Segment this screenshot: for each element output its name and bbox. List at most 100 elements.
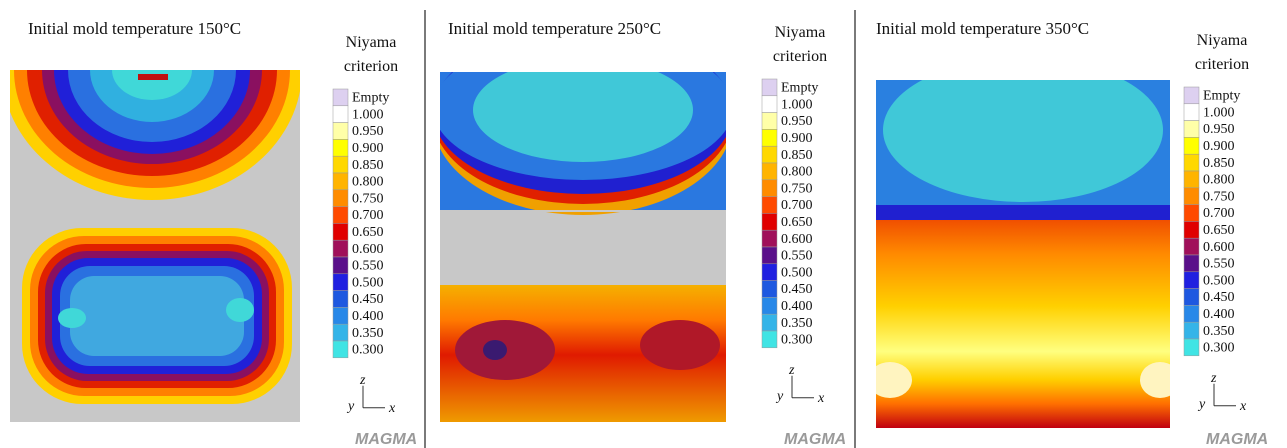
legend-label: 0.600 (352, 242, 384, 257)
legend-swatch (762, 113, 777, 130)
axis-label: x (817, 391, 825, 406)
panel-title: Initial mold temperature 350°C (876, 19, 1089, 38)
axis-label: y (346, 399, 355, 414)
legend-title: Niyama (346, 34, 397, 51)
legend-title: criterion (344, 58, 398, 75)
legend-label: 0.500 (781, 265, 813, 280)
legend-swatch (762, 331, 777, 348)
legend-swatch (762, 213, 777, 230)
legend-label: 0.950 (352, 124, 384, 139)
legend-label: 0.800 (781, 165, 813, 180)
axis-label: y (1197, 397, 1206, 412)
legend-swatch (1184, 104, 1199, 121)
legend-swatch (762, 297, 777, 314)
legend-swatch (762, 247, 777, 264)
legend-label: 0.850 (352, 158, 384, 173)
legend-label: 1.000 (352, 107, 384, 122)
legend-swatch (333, 324, 348, 341)
legend-label: 0.700 (352, 208, 384, 223)
legend-label: 0.500 (352, 275, 384, 290)
legend-swatch (333, 240, 348, 257)
legend-title: Niyama (1197, 32, 1248, 49)
legend-title: criterion (1195, 56, 1249, 73)
legend-swatch (1184, 87, 1199, 104)
axis-label: y (775, 389, 784, 404)
legend-label: 0.650 (781, 215, 813, 230)
legend-swatch (333, 274, 348, 291)
legend-swatch (1184, 305, 1199, 322)
legend-swatch (762, 129, 777, 146)
legend-label: 1.000 (1203, 105, 1235, 120)
legend-label: Empty (1203, 89, 1240, 104)
legend-label: 0.300 (352, 343, 384, 358)
specimen-image (2, 0, 302, 422)
legend-label: 0.450 (781, 282, 813, 297)
legend-swatch (1184, 121, 1199, 138)
legend-label: 0.450 (352, 292, 384, 307)
legend-swatch (1184, 289, 1199, 306)
axis-label: z (1210, 371, 1217, 386)
legend-label: 0.750 (1203, 189, 1235, 204)
panel-title: Initial mold temperature 250°C (448, 19, 661, 38)
legend-swatch (1184, 255, 1199, 272)
legend-swatch (333, 223, 348, 240)
legend-swatch (762, 79, 777, 96)
legend-label: 0.950 (1203, 122, 1235, 137)
axis-label: z (788, 363, 795, 378)
specimen-image (433, 25, 733, 425)
legend-label: 0.700 (781, 198, 813, 213)
panel-title: Initial mold temperature 150°C (28, 19, 241, 38)
legend-label: 0.550 (352, 259, 384, 274)
logo: MAGMA (355, 431, 417, 448)
legend-label: 0.350 (1203, 324, 1235, 339)
legend-label: 0.750 (352, 191, 384, 206)
legend-swatch (333, 173, 348, 190)
legend-swatch (333, 307, 348, 324)
axis-label: x (1239, 399, 1247, 414)
legend-swatch (1184, 205, 1199, 222)
legend-swatch (333, 106, 348, 123)
legend-swatch (1184, 238, 1199, 255)
legend-label: 0.900 (1203, 139, 1235, 154)
legend-label: 0.900 (352, 141, 384, 156)
legend-swatch (762, 314, 777, 331)
legend-swatch (333, 291, 348, 308)
legend-swatch (333, 207, 348, 224)
axis-label: x (388, 401, 396, 416)
legend-label: 0.950 (781, 114, 813, 129)
legend-label: 0.650 (1203, 223, 1235, 238)
legend-swatch (333, 139, 348, 156)
legend-label: Empty (781, 81, 818, 96)
legend-label: 0.850 (1203, 156, 1235, 171)
legend-swatch (1184, 221, 1199, 238)
legend-label: 0.800 (1203, 173, 1235, 188)
legend-swatch (333, 341, 348, 358)
legend-label: 0.300 (1203, 341, 1235, 356)
legend-swatch (762, 163, 777, 180)
legend-title: criterion (773, 48, 827, 65)
legend-swatch (1184, 188, 1199, 205)
legend-label: 0.650 (352, 225, 384, 240)
legend-swatch (762, 230, 777, 247)
legend-label: 0.500 (1203, 273, 1235, 288)
legend-swatch (762, 146, 777, 163)
legend-label: 0.900 (781, 131, 813, 146)
legend-label: 0.800 (352, 175, 384, 190)
legend-label: 0.400 (781, 299, 813, 314)
legend-swatch (762, 197, 777, 214)
legend-swatch (1184, 137, 1199, 154)
legend-swatch (1184, 339, 1199, 356)
legend-label: 0.300 (781, 333, 813, 348)
figure: Initial mold temperature 150°C Niyama crit… (0, 0, 1287, 448)
logo: MAGMA (1206, 431, 1268, 448)
legend-swatch (762, 281, 777, 298)
legend-swatch (333, 89, 348, 106)
legend-swatch (1184, 322, 1199, 339)
legend-swatch (762, 180, 777, 197)
legend-swatch (762, 96, 777, 113)
logo: MAGMA (784, 431, 846, 448)
legend-label: Empty (352, 91, 389, 106)
legend-swatch (762, 264, 777, 281)
legend-label: 0.750 (781, 181, 813, 196)
legend-label: 0.550 (781, 249, 813, 264)
